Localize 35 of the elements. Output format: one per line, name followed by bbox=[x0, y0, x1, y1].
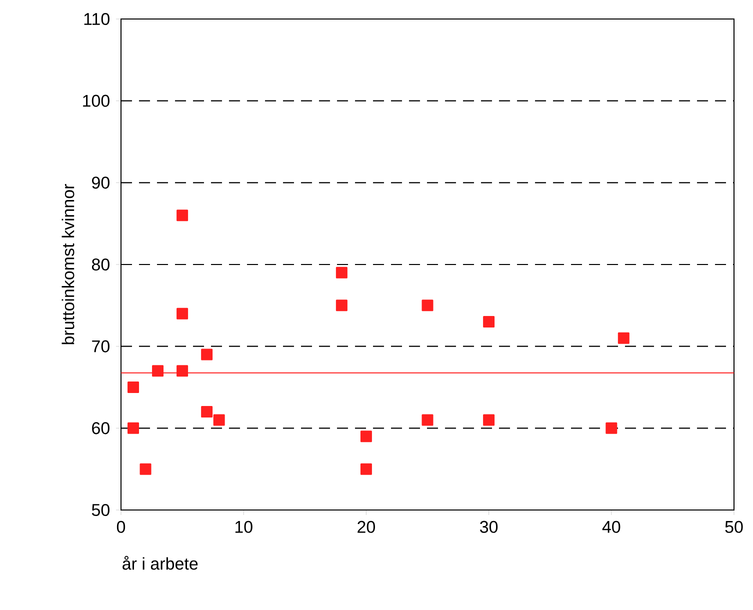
y-axis-title: bruttoinkomst kvinnor bbox=[62, 184, 74, 344]
point bbox=[360, 430, 372, 442]
point bbox=[360, 463, 372, 475]
y-tick-label: 100 bbox=[83, 94, 110, 107]
y-tick-label: 60 bbox=[92, 422, 110, 434]
y-tick-label: 50 bbox=[92, 504, 110, 516]
point bbox=[128, 382, 140, 393]
y-tick-label: 110 bbox=[84, 12, 110, 26]
point bbox=[176, 308, 188, 320]
point bbox=[336, 300, 348, 312]
point bbox=[618, 332, 630, 344]
y-tick-label: 80 bbox=[92, 258, 110, 271]
x-tick-label: 10 bbox=[235, 520, 252, 533]
point bbox=[606, 422, 618, 434]
point bbox=[176, 210, 188, 222]
point bbox=[201, 348, 213, 360]
x-axis-title: år i arbete bbox=[122, 556, 198, 570]
y-tick-label: 90 bbox=[92, 176, 110, 189]
point bbox=[128, 422, 140, 434]
x-tick-label: 20 bbox=[358, 520, 375, 533]
point bbox=[140, 463, 152, 475]
point bbox=[152, 365, 164, 377]
point bbox=[483, 316, 495, 328]
point bbox=[201, 406, 213, 418]
x-tick-label: 0 bbox=[116, 520, 126, 533]
point bbox=[213, 414, 225, 426]
point bbox=[422, 300, 434, 312]
y-tick-label: 70 bbox=[92, 340, 110, 352]
x-tick-label: 40 bbox=[602, 520, 620, 533]
point bbox=[176, 365, 188, 377]
point bbox=[422, 414, 434, 426]
x-tick-label: 30 bbox=[480, 520, 498, 533]
point bbox=[336, 266, 348, 278]
point bbox=[483, 414, 495, 426]
x-tick-label: 50 bbox=[725, 520, 743, 533]
